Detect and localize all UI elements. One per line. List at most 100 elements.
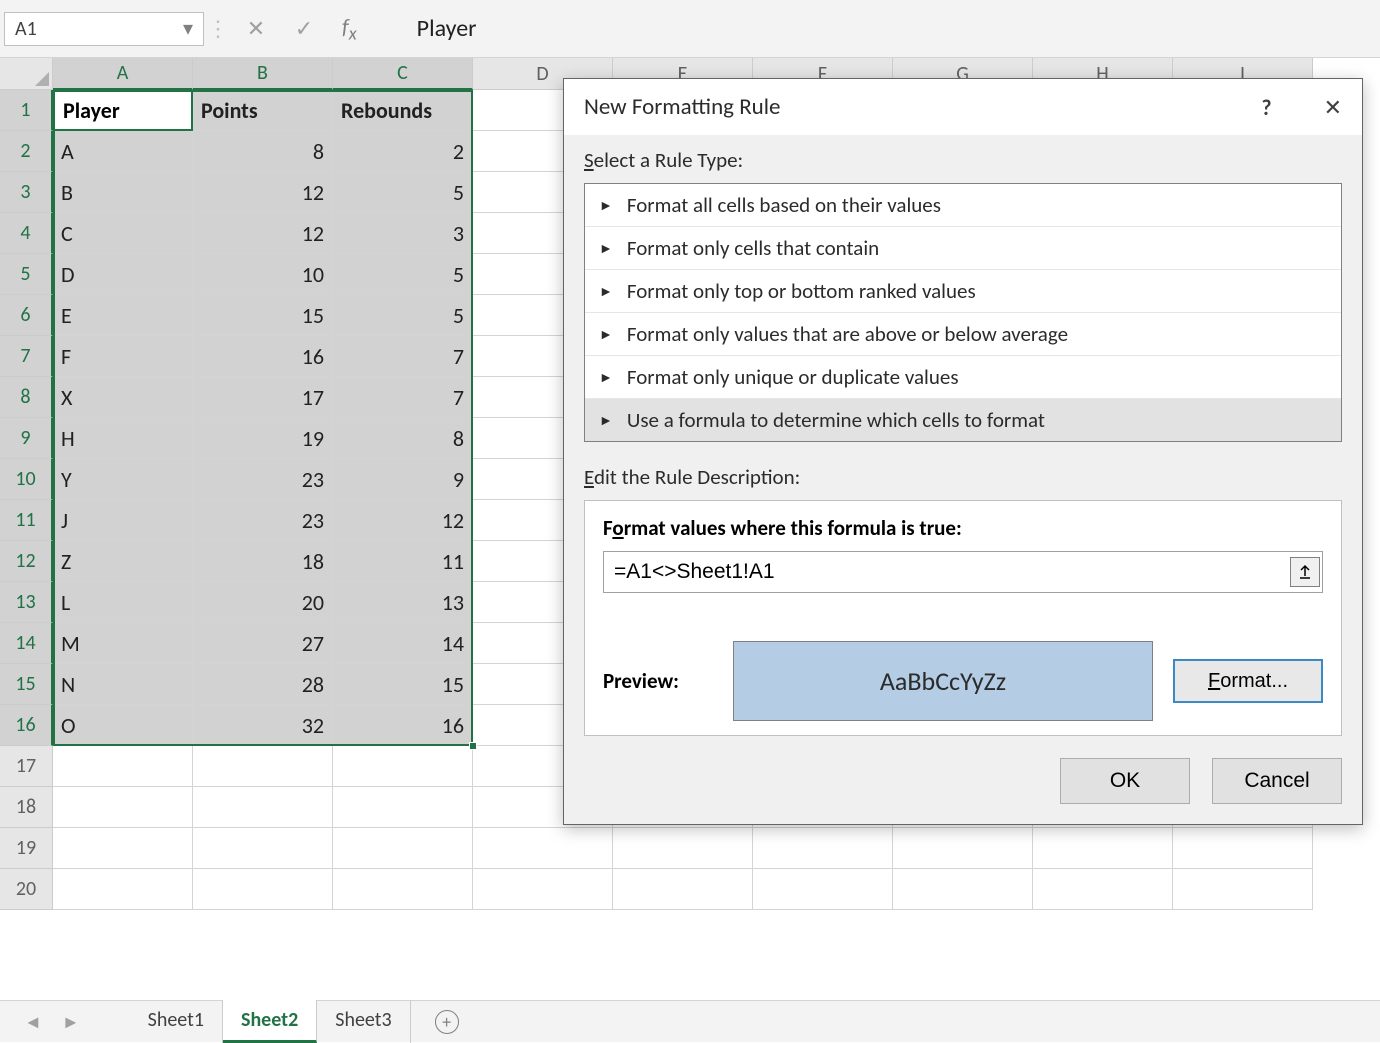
row-header-16[interactable]: 16 (0, 705, 53, 746)
cell[interactable] (893, 828, 1033, 869)
name-box-dropdown-icon[interactable]: ▾ (183, 16, 193, 41)
cell[interactable] (333, 746, 473, 787)
formula-bar-content[interactable]: Player (371, 14, 1376, 43)
dialog-close-icon[interactable]: ✕ (1324, 94, 1342, 121)
sheet-nav-prev-icon[interactable]: ◄ (14, 1011, 52, 1033)
cancel-formula-icon[interactable]: ✕ (232, 15, 280, 42)
cell[interactable] (333, 787, 473, 828)
cell[interactable]: 12 (193, 213, 333, 254)
collapse-dialog-icon[interactable] (1290, 557, 1320, 587)
row-header-7[interactable]: 7 (0, 336, 53, 377)
cell[interactable]: Y (53, 459, 193, 500)
cell[interactable]: 14 (333, 623, 473, 664)
cell[interactable]: N (53, 664, 193, 705)
cell[interactable]: 17 (193, 377, 333, 418)
cell[interactable] (1033, 869, 1173, 910)
row-header-19[interactable]: 19 (0, 828, 53, 869)
cell[interactable]: 20 (193, 582, 333, 623)
row-header-12[interactable]: 12 (0, 541, 53, 582)
cell[interactable]: J (53, 500, 193, 541)
cell[interactable]: 3 (333, 213, 473, 254)
cell[interactable]: 11 (333, 541, 473, 582)
select-all-corner[interactable] (0, 58, 53, 90)
cell[interactable]: F (53, 336, 193, 377)
row-header-17[interactable]: 17 (0, 746, 53, 787)
cell[interactable]: 12 (333, 500, 473, 541)
row-header-9[interactable]: 9 (0, 418, 53, 459)
cell[interactable] (1033, 828, 1173, 869)
cell[interactable]: 18 (193, 541, 333, 582)
cell[interactable] (53, 787, 193, 828)
cell[interactable]: L (53, 582, 193, 623)
cell[interactable]: C (53, 213, 193, 254)
cell[interactable]: 12 (193, 172, 333, 213)
rule-type-item[interactable]: ►Format only values that are above or be… (585, 313, 1341, 356)
cell[interactable]: O (53, 705, 193, 746)
sheet-tab-sheet3[interactable]: Sheet3 (317, 1000, 410, 1043)
cell[interactable] (893, 869, 1033, 910)
cell[interactable] (193, 787, 333, 828)
rule-type-list[interactable]: ►Format all cells based on their values►… (584, 183, 1342, 442)
cell[interactable]: H (53, 418, 193, 459)
cell[interactable]: 27 (193, 623, 333, 664)
cell[interactable]: 8 (333, 418, 473, 459)
cell[interactable]: M (53, 623, 193, 664)
cell[interactable] (1173, 869, 1313, 910)
cell[interactable]: 7 (333, 377, 473, 418)
row-header-15[interactable]: 15 (0, 664, 53, 705)
dialog-help-icon[interactable]: ? (1261, 94, 1271, 121)
cell[interactable]: 23 (193, 500, 333, 541)
cell[interactable] (473, 869, 613, 910)
cell[interactable] (1173, 828, 1313, 869)
cell[interactable]: D (53, 254, 193, 295)
cell[interactable]: 15 (193, 295, 333, 336)
cell[interactable] (613, 869, 753, 910)
cell[interactable]: 5 (333, 254, 473, 295)
cell[interactable]: 8 (193, 131, 333, 172)
column-header-C[interactable]: C (333, 58, 473, 90)
cell[interactable]: 13 (333, 582, 473, 623)
cell[interactable] (473, 828, 613, 869)
sheet-tab-sheet1[interactable]: Sheet1 (130, 1000, 223, 1043)
rule-type-item[interactable]: ►Format only unique or duplicate values (585, 356, 1341, 399)
cell[interactable]: Points (193, 90, 333, 131)
cell[interactable] (753, 828, 893, 869)
rule-type-item[interactable]: ►Use a formula to determine which cells … (585, 399, 1341, 441)
row-header-6[interactable]: 6 (0, 295, 53, 336)
row-header-1[interactable]: 1 (0, 90, 53, 131)
new-sheet-button[interactable]: + (435, 1010, 459, 1034)
cell[interactable]: 15 (333, 664, 473, 705)
accept-formula-icon[interactable]: ✓ (280, 15, 328, 42)
cell[interactable]: 5 (333, 172, 473, 213)
row-header-4[interactable]: 4 (0, 213, 53, 254)
cell[interactable] (333, 869, 473, 910)
formula-input[interactable] (604, 552, 1288, 592)
cell[interactable]: 28 (193, 664, 333, 705)
cell[interactable]: E (53, 295, 193, 336)
row-header-20[interactable]: 20 (0, 869, 53, 910)
row-header-10[interactable]: 10 (0, 459, 53, 500)
column-header-A[interactable]: A (53, 58, 193, 90)
cell[interactable]: Rebounds (333, 90, 473, 131)
rule-type-item[interactable]: ►Format only top or bottom ranked values (585, 270, 1341, 313)
cell[interactable] (333, 828, 473, 869)
cell[interactable] (193, 828, 333, 869)
cell[interactable]: 16 (193, 336, 333, 377)
cell[interactable]: 23 (193, 459, 333, 500)
cell[interactable]: 19 (193, 418, 333, 459)
row-header-13[interactable]: 13 (0, 582, 53, 623)
cell[interactable]: 5 (333, 295, 473, 336)
cell[interactable]: 9 (333, 459, 473, 500)
row-header-2[interactable]: 2 (0, 131, 53, 172)
cancel-button[interactable]: Cancel (1212, 758, 1342, 804)
cell[interactable]: A (53, 131, 193, 172)
cell[interactable]: 10 (193, 254, 333, 295)
format-button[interactable]: Format... (1173, 659, 1323, 703)
cell[interactable]: B (53, 172, 193, 213)
cell[interactable] (193, 869, 333, 910)
dialog-titlebar[interactable]: New Formatting Rule ? ✕ (564, 79, 1362, 135)
cell[interactable]: 32 (193, 705, 333, 746)
cell[interactable]: 2 (333, 131, 473, 172)
row-header-8[interactable]: 8 (0, 377, 53, 418)
column-header-B[interactable]: B (193, 58, 333, 90)
